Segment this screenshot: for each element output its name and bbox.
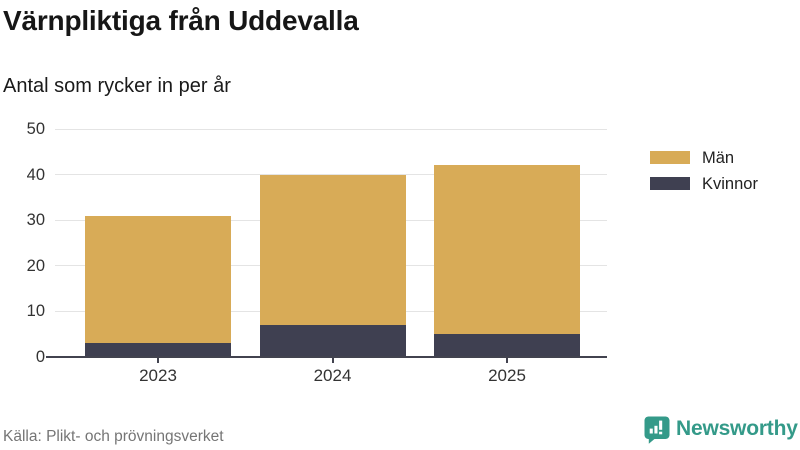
newsworthy-wordmark: Newsworthy: [676, 417, 798, 440]
x-tick-2023: [157, 358, 159, 363]
x-category-label-2024: 2024: [313, 366, 352, 385]
legend-swatch-kvinnor: [650, 177, 690, 190]
y-tick-label-20: 20: [26, 256, 45, 275]
legend-label-män: Män: [702, 149, 735, 167]
y-tick-label-10: 10: [26, 302, 45, 321]
x-axis-line: [46, 356, 607, 358]
y-tick-label-40: 40: [26, 165, 45, 184]
y-tick-label-30: 30: [26, 211, 45, 230]
gridline-50: [55, 128, 607, 130]
x-category-label-2023: 2023: [139, 366, 177, 385]
x-category-label-2025: 2025: [488, 366, 526, 385]
chart-title: Värnpliktiga från Uddevalla: [3, 5, 359, 36]
chart-subtitle: Antal som rycker in per år: [3, 75, 231, 97]
legend-label-kvinnor: Kvinnor: [702, 175, 758, 193]
y-tick-label-50: 50: [26, 120, 45, 138]
y-tick-label-0: 0: [35, 348, 45, 366]
bar-segment-män-2025: [434, 165, 580, 335]
x-tick-2025: [506, 358, 508, 363]
bar-segment-kvinnor-2024: [259, 325, 406, 357]
legend-swatch-män: [650, 151, 690, 164]
bar-segment-kvinnor-2023: [85, 343, 231, 357]
x-tick-2024: [331, 358, 334, 363]
newsworthy-logo[interactable]: Newsworthy: [644, 416, 798, 446]
bar-segment-kvinnor-2025: [434, 334, 580, 357]
source-note: Källa: Plikt- och prövningsverket: [3, 428, 224, 445]
bar-segment-män-2023: [85, 215, 231, 344]
bar-segment-män-2024: [259, 174, 406, 326]
